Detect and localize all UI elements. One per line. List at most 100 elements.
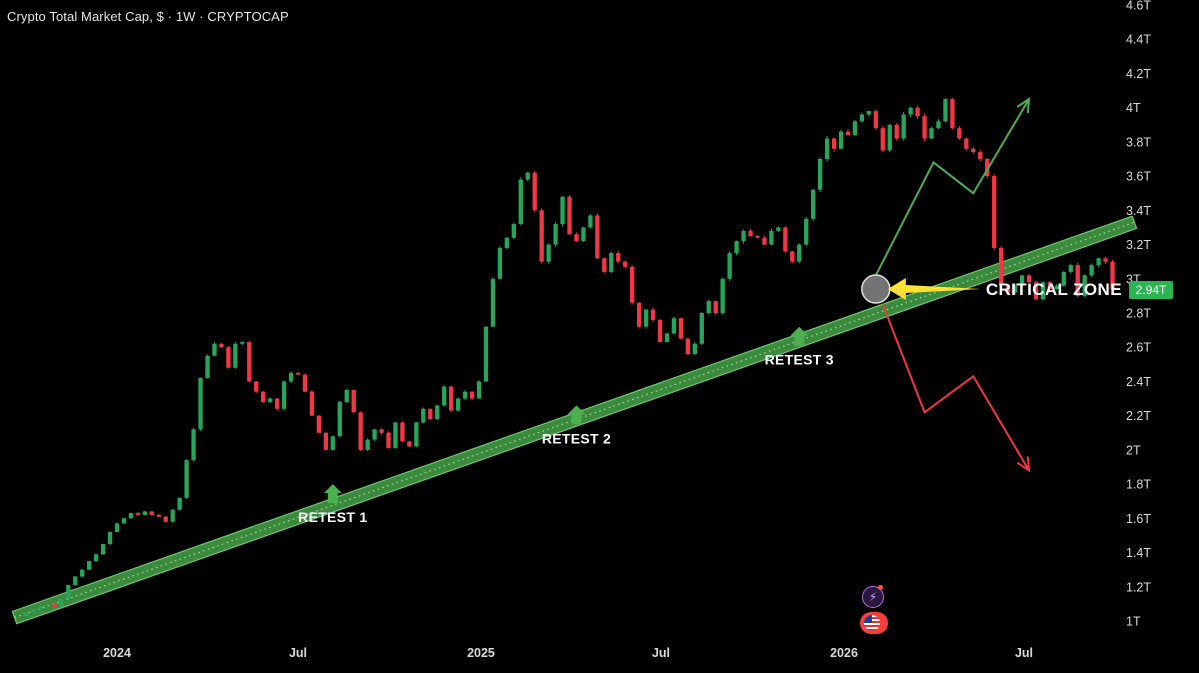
candle-body xyxy=(212,343,217,356)
last-price-badge: 2.94T xyxy=(1129,281,1173,299)
candle-body xyxy=(567,196,572,235)
candle-body xyxy=(922,116,927,139)
candle xyxy=(602,257,607,274)
y-tick-label: 1.6T xyxy=(1126,512,1151,526)
candle-body xyxy=(574,234,579,242)
candle xyxy=(1026,274,1032,283)
candle xyxy=(379,428,384,435)
candle xyxy=(894,123,899,141)
candle-body xyxy=(316,415,322,433)
candle-body xyxy=(135,513,141,515)
candle xyxy=(80,568,85,578)
retest-label: RETEST 2 xyxy=(542,430,611,446)
candle-body xyxy=(31,609,36,613)
y-tick-label: 4T xyxy=(1126,101,1141,115)
candle xyxy=(783,225,788,253)
symbol-title[interactable]: Crypto Total Market Cap, $ · 1W · CRYPTO… xyxy=(7,9,289,24)
candle-body xyxy=(1047,282,1053,290)
candle-body xyxy=(518,179,523,225)
candle xyxy=(490,277,496,328)
candle xyxy=(261,390,266,404)
candle-body xyxy=(657,319,663,343)
y-tick-label: 4.4T xyxy=(1126,33,1151,47)
candle xyxy=(1068,263,1073,274)
flag-canton xyxy=(864,615,872,623)
candle xyxy=(957,125,962,140)
critical-zone: CRITICAL ZONE xyxy=(861,274,1122,304)
candle-body xyxy=(128,513,134,519)
price-axis[interactable]: 4.6T4.4T4.2T4T3.8T3.6T3.4T3.2T3T2.8T2.6T… xyxy=(1126,0,1151,629)
candle-body xyxy=(421,408,426,423)
candle-body xyxy=(52,603,57,608)
candle xyxy=(226,345,231,369)
notification-dot-icon xyxy=(878,585,883,590)
candle-body xyxy=(254,381,259,392)
flag-stripes xyxy=(864,615,880,631)
candle xyxy=(936,119,941,130)
retest-marker: RETEST 1 xyxy=(298,484,367,525)
candles-group xyxy=(24,97,1115,617)
candle xyxy=(386,431,391,449)
candle xyxy=(525,171,530,182)
candle xyxy=(233,342,238,369)
candle xyxy=(198,377,203,432)
candle-body xyxy=(504,237,510,248)
candle xyxy=(657,319,663,343)
us-flag-icon[interactable] xyxy=(860,612,888,634)
bolt-icon[interactable]: ⚡ xyxy=(862,585,884,608)
annotations-group: RETEST 1 RETEST 2 RETEST 3 CRITICAL ZONE xyxy=(298,274,1122,525)
candle-body xyxy=(929,128,934,139)
candle-body xyxy=(177,497,182,510)
candle-body xyxy=(964,138,969,149)
candle xyxy=(998,245,1004,288)
candle-body xyxy=(755,236,760,238)
y-tick-label: 1.2T xyxy=(1126,580,1151,594)
candle-body xyxy=(233,343,238,368)
time-axis[interactable]: 2024 Jul 2025 Jul 2026 Jul xyxy=(103,646,1033,660)
candle xyxy=(400,421,405,442)
candle-body xyxy=(623,261,628,267)
candle xyxy=(483,326,489,382)
candle xyxy=(581,226,586,243)
candle-body xyxy=(734,241,739,254)
x-tick-label: 2025 xyxy=(467,646,495,660)
candle xyxy=(1033,280,1039,301)
candle xyxy=(727,251,732,281)
candle-body xyxy=(776,227,781,231)
candle xyxy=(31,608,36,613)
candle xyxy=(288,371,294,384)
y-tick-label: 3.4T xyxy=(1126,204,1151,218)
candle xyxy=(414,421,419,448)
candle-body xyxy=(1096,258,1101,266)
scenario-arrows xyxy=(874,97,1031,473)
candle xyxy=(992,174,997,250)
candle-body xyxy=(915,107,920,117)
candle xyxy=(351,389,356,414)
candle xyxy=(86,560,92,571)
candle-body xyxy=(114,523,120,533)
candle-body xyxy=(602,258,607,272)
x-tick-label: Jul xyxy=(1015,646,1033,660)
candle xyxy=(428,408,433,421)
candle xyxy=(643,308,649,329)
candle xyxy=(964,137,969,151)
candle xyxy=(922,113,927,142)
candle xyxy=(267,397,273,404)
candle xyxy=(191,428,196,462)
candle xyxy=(741,229,746,244)
candle-body xyxy=(490,278,496,327)
candle xyxy=(219,343,224,348)
candle xyxy=(59,598,64,608)
critical-zone-circle xyxy=(861,274,891,304)
candle xyxy=(462,390,468,401)
candle-body xyxy=(581,227,586,242)
candle-body xyxy=(894,124,899,139)
candle-body xyxy=(400,422,405,442)
y-tick-label: 2.6T xyxy=(1126,341,1151,355)
candle-body xyxy=(1082,275,1087,296)
candle-body xyxy=(247,342,252,382)
candle-body xyxy=(790,251,795,262)
candle-body xyxy=(372,429,377,440)
